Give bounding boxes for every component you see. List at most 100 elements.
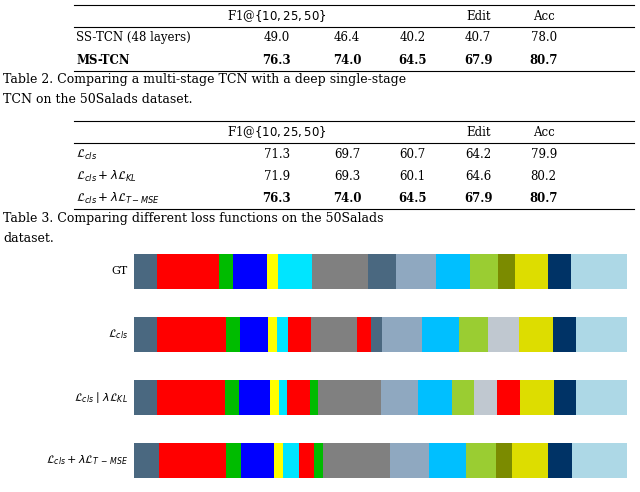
Text: 64.2: 64.2 — [465, 148, 492, 161]
Bar — [381, 380, 418, 415]
Bar — [288, 317, 311, 352]
Bar — [418, 380, 452, 415]
Bar — [572, 443, 627, 478]
Bar — [382, 317, 422, 352]
Bar — [515, 254, 548, 289]
Text: 67.9: 67.9 — [464, 54, 492, 66]
Text: 78.0: 78.0 — [531, 31, 557, 44]
Bar — [310, 380, 319, 415]
Bar — [287, 380, 310, 415]
Bar — [159, 443, 226, 478]
Bar — [239, 380, 270, 415]
Bar — [278, 254, 312, 289]
Bar — [576, 380, 627, 415]
Text: Edit: Edit — [466, 9, 490, 23]
Text: dataset.: dataset. — [3, 232, 54, 245]
Text: Acc: Acc — [533, 126, 555, 139]
Bar — [268, 317, 277, 352]
Bar — [548, 443, 572, 478]
Text: $\mathcal{L}_{cls} \mid \lambda\mathcal{L}_{KL}$: $\mathcal{L}_{cls} \mid \lambda\mathcal{… — [74, 390, 128, 405]
Text: Acc: Acc — [533, 9, 555, 23]
Text: $\mathcal{L}_{cls}$: $\mathcal{L}_{cls}$ — [108, 328, 128, 341]
Bar — [459, 317, 488, 352]
Text: 49.0: 49.0 — [264, 31, 290, 44]
Text: 60.7: 60.7 — [399, 148, 426, 161]
Text: 64.6: 64.6 — [465, 170, 492, 183]
Text: 71.3: 71.3 — [264, 148, 290, 161]
Bar — [429, 443, 466, 478]
Text: $\mathcal{L}_{cls}$: $\mathcal{L}_{cls}$ — [76, 148, 97, 161]
Text: 76.3: 76.3 — [262, 54, 291, 66]
Bar — [219, 254, 233, 289]
Bar — [323, 443, 390, 478]
Text: SS-TCN (48 layers): SS-TCN (48 layers) — [76, 31, 191, 44]
Text: 69.7: 69.7 — [334, 148, 360, 161]
Text: 80.7: 80.7 — [529, 192, 558, 205]
Bar — [571, 254, 627, 289]
Bar — [157, 380, 225, 415]
Bar — [497, 380, 520, 415]
Bar — [470, 254, 498, 289]
Bar — [241, 443, 275, 478]
Text: F1@$\{10,25,50\}$: F1@$\{10,25,50\}$ — [227, 124, 326, 140]
Bar — [311, 317, 356, 352]
Bar — [452, 380, 474, 415]
Text: MS-TCN: MS-TCN — [76, 54, 130, 66]
Text: 64.5: 64.5 — [399, 192, 427, 205]
Bar — [134, 380, 157, 415]
Bar — [553, 317, 576, 352]
Text: $\mathcal{L}_{cls} + \lambda\mathcal{L}_{KL}$: $\mathcal{L}_{cls} + \lambda\mathcal{L}_… — [76, 169, 137, 184]
Bar — [134, 254, 157, 289]
Bar — [225, 317, 240, 352]
Text: 80.7: 80.7 — [529, 54, 558, 66]
Bar — [240, 317, 268, 352]
Bar — [488, 317, 519, 352]
Text: 80.2: 80.2 — [531, 170, 557, 183]
Bar — [319, 380, 381, 415]
Text: 64.5: 64.5 — [399, 54, 427, 66]
Bar — [396, 254, 436, 289]
Text: 71.9: 71.9 — [264, 170, 290, 183]
Bar — [275, 443, 284, 478]
Bar — [436, 254, 470, 289]
Bar — [134, 443, 159, 478]
Bar — [270, 380, 279, 415]
Text: 69.3: 69.3 — [334, 170, 360, 183]
Bar — [576, 317, 627, 352]
Bar — [157, 254, 219, 289]
Text: Table 2. Comparing a multi-stage TCN with a deep single-stage: Table 2. Comparing a multi-stage TCN wit… — [3, 73, 406, 87]
Bar — [520, 380, 554, 415]
Bar — [279, 380, 287, 415]
Bar — [474, 380, 497, 415]
Bar — [390, 443, 429, 478]
Bar — [371, 317, 382, 352]
Text: 67.9: 67.9 — [464, 192, 492, 205]
Text: Edit: Edit — [466, 126, 490, 139]
Text: Table 3. Comparing different loss functions on the 50Salads: Table 3. Comparing different loss functi… — [3, 212, 384, 225]
Bar — [225, 380, 239, 415]
Bar — [226, 443, 241, 478]
Text: 40.7: 40.7 — [465, 31, 492, 44]
Bar — [498, 254, 515, 289]
Bar — [511, 443, 548, 478]
Bar — [312, 254, 368, 289]
Text: $\mathcal{L}_{cls} + \lambda\mathcal{L}_{T-MSE}$: $\mathcal{L}_{cls} + \lambda\mathcal{L}_… — [76, 191, 160, 206]
Bar — [548, 254, 571, 289]
Bar — [267, 254, 278, 289]
Bar — [233, 254, 267, 289]
Text: 79.9: 79.9 — [531, 148, 557, 161]
Text: GT: GT — [112, 267, 128, 277]
Bar — [157, 317, 225, 352]
Bar — [314, 443, 323, 478]
Text: 40.2: 40.2 — [399, 31, 426, 44]
Text: 60.1: 60.1 — [399, 170, 426, 183]
Text: TCN on the 50Salads dataset.: TCN on the 50Salads dataset. — [3, 93, 193, 106]
Text: 46.4: 46.4 — [334, 31, 360, 44]
Text: $\mathcal{L}_{cls} + \lambda\mathcal{L}_{T\,-\,MSE}$: $\mathcal{L}_{cls} + \lambda\mathcal{L}_… — [46, 454, 128, 467]
Bar — [466, 443, 497, 478]
Bar — [356, 317, 371, 352]
Text: 74.0: 74.0 — [333, 54, 362, 66]
Bar — [284, 443, 299, 478]
Text: 74.0: 74.0 — [333, 192, 362, 205]
Bar — [422, 317, 459, 352]
